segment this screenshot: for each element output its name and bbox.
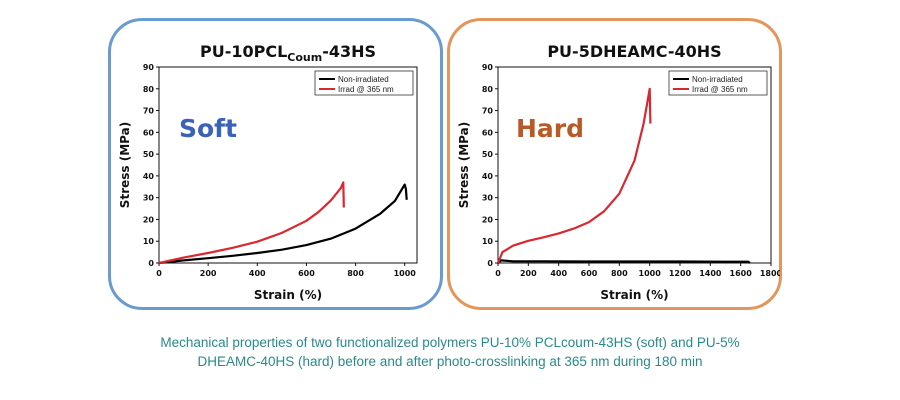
c1-x-tick-label: 1800 [760, 269, 780, 278]
c0-y-tick-label: 80 [143, 85, 155, 94]
figure-caption: Mechanical properties of two functionali… [60, 333, 840, 371]
c1-x-axis-label: Strain (%) [600, 288, 668, 302]
c0-x-tick-label: 0 [156, 269, 162, 278]
c1-y-tick-label: 0 [487, 259, 493, 268]
c1-x-tick-label: 600 [581, 269, 598, 278]
soft-polymer-chart: PU-10PCLCoum-43HS 0 10 20 30 40 50 60 70 80 90 0 200… [118, 42, 418, 302]
c0-y-tick-label: 60 [143, 128, 155, 137]
c1-legend-entry: Non-irradiated [692, 75, 743, 84]
c1-legend-box [668, 70, 768, 96]
c0-title-suffix: -43HS [322, 42, 376, 61]
c1-y-tick-label: 90 [482, 63, 494, 72]
c1-x-tick-label: 200 [520, 269, 537, 278]
caption-line-2: DHEAMC-40HS (hard) before and after phot… [197, 354, 703, 369]
c1-y-tick-label: 50 [482, 150, 494, 159]
c0-y-tick-label: 50 [143, 150, 155, 159]
c0-y-tick-label: 20 [143, 215, 155, 224]
c0-y-tick-label: 90 [143, 63, 155, 72]
c1-y-tick-label: 20 [482, 215, 494, 224]
c1-x-tick-label: 800 [611, 269, 628, 278]
c1-plot-frame [497, 66, 772, 264]
c0-series-line-non-irradiated [158, 183, 408, 265]
c0-y-axis-label: Stress (MPa) [118, 122, 132, 208]
c1-y-axis-label: Stress (MPa) [457, 122, 471, 208]
c0-chart-title: PU-10PCLCoum-43HS [200, 42, 376, 64]
c0-stiffness-label: Soft [179, 114, 237, 143]
c1-y-tick-label: 40 [482, 172, 494, 181]
c1-y-tick-label: 30 [482, 194, 494, 203]
c0-x-tick-label: 1000 [394, 269, 417, 278]
c0-y-tick-label: 70 [143, 107, 155, 116]
c0-y-tick-label: 10 [143, 237, 155, 246]
c0-y-tick-label: 0 [148, 259, 154, 268]
hard-polymer-chart: PU-5DHEAMC-40HS 0 10 20 30 40 50 60 70 80 90 0 200 40… [457, 42, 780, 302]
c1-series-line-irradiated [496, 87, 652, 264]
c1-x-tick-label: 1200 [669, 269, 692, 278]
c1-legend-entry: Irrad @ 365 nm [692, 85, 748, 94]
c0-series-line-irradiated [158, 181, 345, 265]
c0-plot-frame [158, 66, 418, 264]
c1-x-tick-label: 1000 [639, 269, 662, 278]
c1-y-tick-label: 10 [482, 237, 494, 246]
c1-stiffness-label: Hard [516, 114, 584, 143]
c0-x-tick-label: 600 [298, 269, 315, 278]
c0-x-axis-label: Strain (%) [254, 288, 322, 302]
c1-y-tick-label: 80 [482, 85, 494, 94]
c0-y-tick-label: 30 [143, 194, 155, 203]
c1-chart-title: PU-5DHEAMC-40HS [547, 42, 721, 61]
caption-line-1: Mechanical properties of two functionali… [160, 335, 740, 350]
c1-x-tick-label: 0 [495, 269, 501, 278]
c1-x-tick-label: 400 [550, 269, 567, 278]
c0-x-tick-label: 800 [347, 269, 364, 278]
c0-y-tick-label: 40 [143, 172, 155, 181]
c0-x-tick-label: 200 [200, 269, 217, 278]
c0-legend-entry: Non-irradiated [338, 75, 389, 84]
c1-x-tick-label: 1400 [699, 269, 722, 278]
hard-polymer-panel: PU-5DHEAMC-40HS 0 10 20 30 40 50 60 70 80 90 0 200 40… [447, 18, 782, 310]
c1-y-tick-label: 70 [482, 107, 494, 116]
c1-series-line-non-irradiated [497, 259, 751, 264]
c1-y-tick-label: 60 [482, 128, 494, 137]
c0-legend-box [314, 70, 414, 96]
c1-title-main: PU-5DHEAMC-40HS [547, 42, 721, 61]
c1-x-tick-label: 1600 [730, 269, 753, 278]
c0-title-subscript: Coum [287, 51, 322, 64]
soft-polymer-panel: PU-10PCLCoum-43HS 0 10 20 30 40 50 60 70 80 90 0 200… [108, 18, 443, 310]
c0-x-tick-label: 400 [249, 269, 266, 278]
c0-legend-entry: Irrad @ 365 nm [338, 85, 394, 94]
c0-title-main: PU-10PCL [200, 42, 287, 61]
